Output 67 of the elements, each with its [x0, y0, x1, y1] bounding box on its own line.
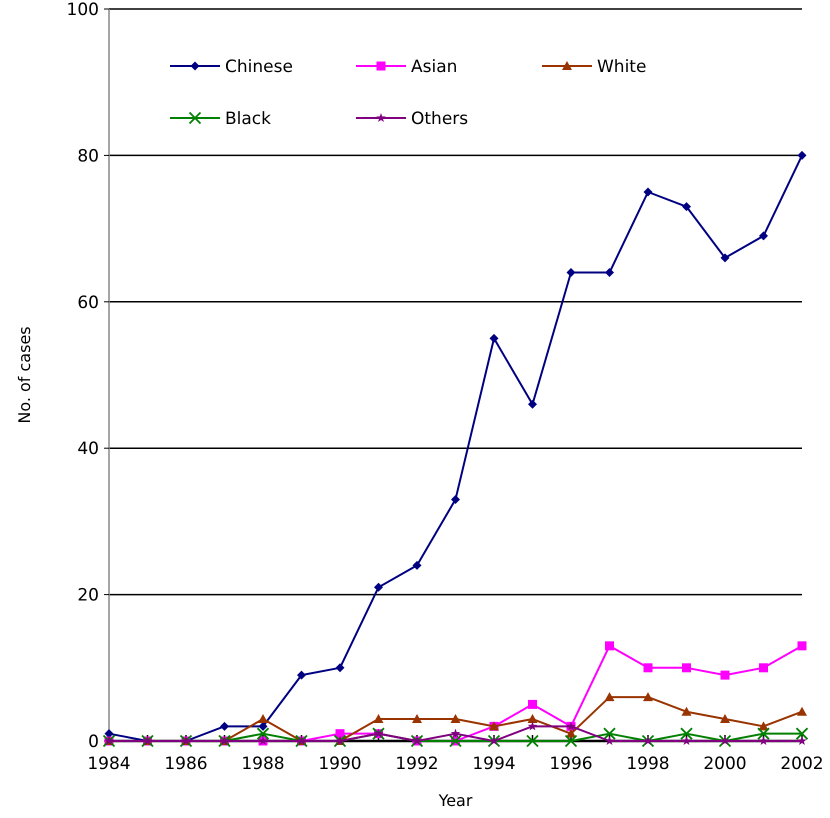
point — [450, 714, 460, 724]
point — [490, 334, 498, 343]
point — [720, 253, 730, 262]
point — [528, 700, 537, 709]
point — [412, 714, 422, 724]
point — [528, 714, 538, 724]
point — [374, 582, 383, 592]
y-tick-label: 0 — [88, 732, 99, 752]
legend-label: Others — [411, 108, 468, 129]
point — [604, 692, 614, 702]
point — [603, 727, 616, 740]
point — [796, 727, 808, 740]
point — [605, 268, 614, 278]
point — [759, 663, 768, 672]
point — [757, 727, 770, 740]
x-tick-label: 1992 — [395, 754, 439, 774]
y-tick-label: 80 — [77, 146, 99, 166]
x-axis-title: Year — [438, 791, 473, 810]
legend-label: Black — [225, 108, 272, 129]
point — [798, 150, 806, 160]
point — [564, 734, 578, 748]
y-tick-label: 40 — [77, 439, 99, 460]
point — [644, 663, 652, 672]
point — [451, 494, 460, 504]
point — [220, 722, 229, 731]
x-tick-label: 2000 — [703, 754, 747, 774]
x-tick-label: 1998 — [626, 754, 670, 774]
point — [605, 641, 614, 650]
x-tick-label: 1984 — [87, 754, 131, 774]
point — [412, 560, 422, 570]
point — [720, 714, 730, 724]
point — [528, 400, 537, 409]
legend-label: Chinese — [225, 56, 293, 77]
y-axis-title: No. of cases — [15, 326, 34, 424]
point — [450, 728, 460, 738]
point — [682, 706, 692, 716]
point — [680, 727, 693, 740]
y-tick-label: 60 — [77, 292, 99, 313]
point — [604, 736, 614, 746]
point — [797, 706, 807, 716]
point — [759, 231, 768, 240]
point — [720, 670, 730, 680]
legend-label: Asian — [411, 56, 458, 77]
point — [682, 736, 692, 746]
point — [758, 736, 768, 746]
x-tick-label: 1996 — [549, 754, 593, 774]
point — [374, 714, 384, 724]
point — [256, 727, 270, 740]
y-tick-label: 20 — [77, 586, 99, 606]
point — [644, 188, 652, 196]
point — [643, 692, 653, 702]
point — [528, 721, 538, 730]
y-tick-label: 100 — [66, 0, 99, 20]
x-tick-label: 1994 — [472, 754, 516, 774]
x-tick-label: 1986 — [164, 754, 208, 774]
point — [798, 641, 806, 650]
point — [682, 202, 691, 212]
legend-label: White — [597, 56, 646, 77]
x-tick-label: 1988 — [241, 754, 285, 774]
x-tick-label: 2002 — [780, 754, 824, 774]
point — [566, 268, 576, 278]
point — [297, 670, 306, 680]
point — [258, 714, 268, 724]
x-tick-label: 1990 — [318, 754, 362, 774]
point — [336, 663, 344, 672]
point — [682, 663, 691, 672]
point — [526, 734, 539, 748]
